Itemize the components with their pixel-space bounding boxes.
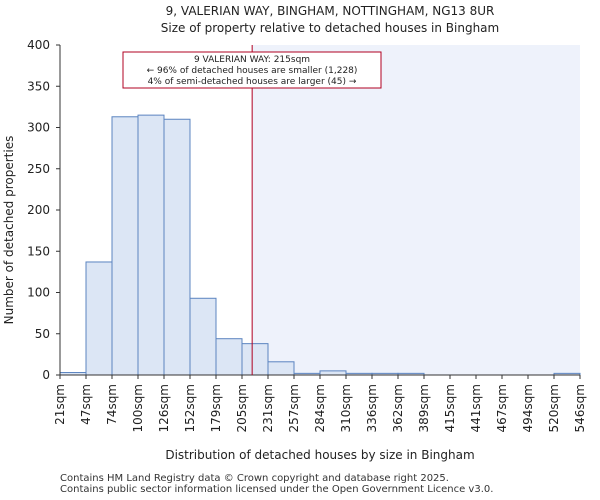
x-tick-label: 336sqm: [365, 384, 379, 432]
x-tick-label: 100sqm: [131, 384, 145, 432]
bar-179sqm: [215, 338, 243, 376]
y-axis-label: Number of detached properties: [2, 136, 16, 325]
footer: Contains HM Land Registry data © Crown c…: [60, 473, 493, 495]
chart-title: 9, VALERIAN WAY, BINGHAM, NOTTINGHAM, NG…: [166, 4, 495, 18]
y-tick-label: 400: [27, 38, 50, 52]
y-tick-label: 250: [27, 162, 50, 176]
x-tick-label: 415sqm: [443, 384, 457, 432]
x-tick-label: 179sqm: [209, 384, 223, 432]
y-tick-label: 150: [27, 244, 50, 258]
x-tick-label: 467sqm: [495, 384, 509, 432]
bar-74sqm: [111, 116, 139, 376]
footer-line-2: Contains public sector information licen…: [60, 484, 494, 495]
x-tick-label: 389sqm: [417, 384, 431, 432]
x-tick-label: 21sqm: [53, 384, 67, 425]
x-tick-label: 74sqm: [105, 384, 119, 425]
y-tick-label: 100: [27, 286, 50, 300]
bar-284sqm: [319, 370, 347, 376]
x-tick-label: 546sqm: [573, 384, 587, 432]
x-tick-label: 441sqm: [469, 384, 483, 432]
annotation-box: [122, 51, 382, 89]
bar-100sqm: [137, 114, 165, 376]
plot-area: 0 50 100 150 200 250 300 350 400 21sqm 47sqm 74sqm 1…: [27, 38, 587, 432]
bar-126sqm: [163, 118, 191, 376]
annotation-line-2: ← 96% of detached houses are smaller (1,…: [147, 66, 358, 76]
y-tick-label: 0: [42, 368, 50, 382]
y-tick-label: 350: [27, 79, 50, 93]
annotation-line-3: 4% of semi-detached houses are larger (4…: [148, 77, 357, 87]
x-tick-label: 520sqm: [547, 384, 561, 432]
x-tick-label: 494sqm: [521, 384, 535, 432]
y-tick-label: 200: [27, 203, 50, 217]
larger-region: [252, 45, 580, 375]
annotation-line-1: 9 VALERIAN WAY: 215sqm: [194, 55, 310, 65]
footer-line-1: Contains HM Land Registry data © Crown c…: [60, 473, 449, 484]
x-tick-label: 231sqm: [261, 384, 275, 432]
x-tick-label: 205sqm: [235, 384, 249, 432]
x-tick-label: 310sqm: [339, 384, 353, 432]
chart-subtitle: Size of property relative to detached ho…: [161, 21, 499, 35]
x-tick-label: 257sqm: [287, 384, 301, 432]
x-tick-label: 47sqm: [79, 384, 93, 425]
bar-205sqm: [241, 343, 269, 376]
bar-152sqm: [189, 297, 217, 376]
bar-231sqm: [267, 361, 295, 376]
x-tick-label: 126sqm: [157, 384, 171, 432]
x-tick-label: 362sqm: [391, 384, 405, 432]
y-tick-label: 300: [27, 121, 50, 135]
y-tick-label: 50: [35, 327, 50, 341]
x-tick-label: 152sqm: [183, 384, 197, 432]
x-axis-label: Distribution of detached houses by size …: [165, 448, 474, 462]
x-tick-label: 284sqm: [313, 384, 327, 432]
bar-47sqm: [85, 261, 113, 376]
